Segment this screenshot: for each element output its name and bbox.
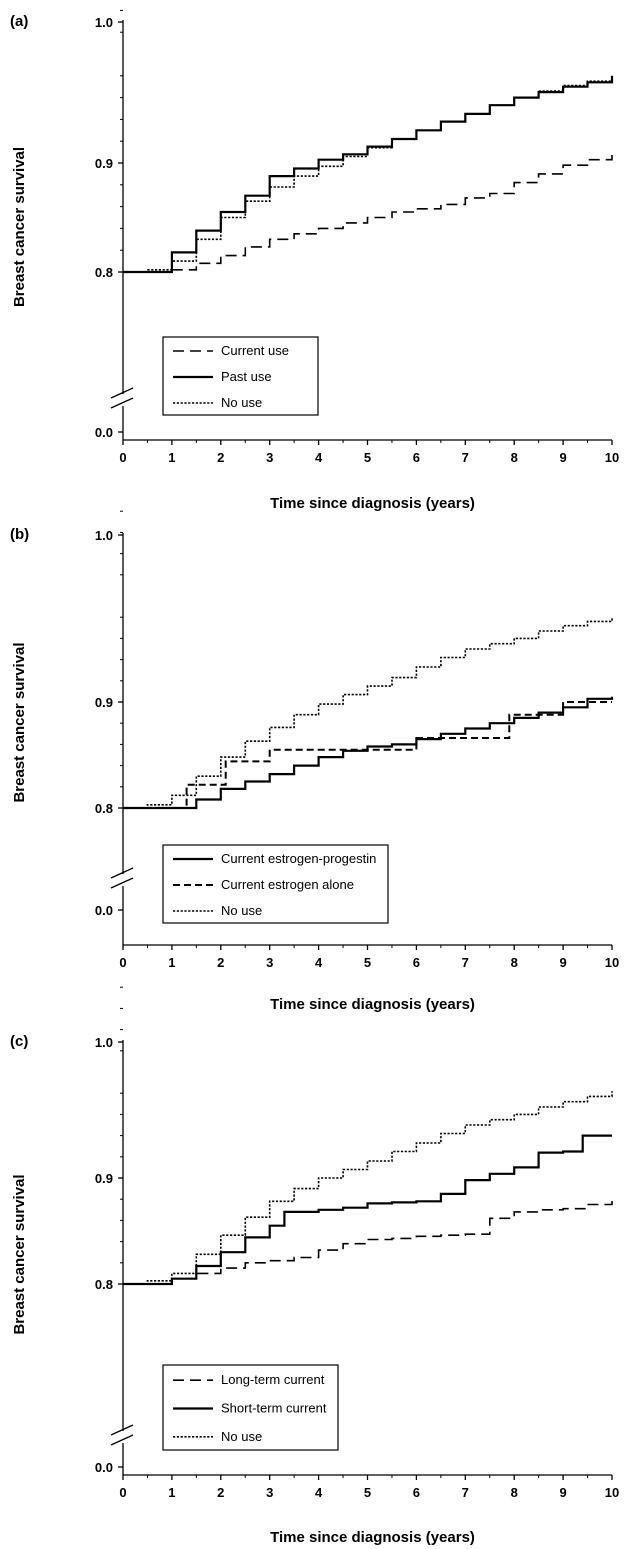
x-tick-label: 1 [168,955,175,970]
x-tick-label: 0 [119,450,126,465]
x-axis-title: Time since diagnosis (years) [270,996,475,1013]
panel-label: (c) [10,1033,28,1050]
axis-break-mark [110,1424,134,1436]
panel-label: (b) [10,526,29,543]
x-tick-label: 6 [413,450,420,465]
y-axis-title: Breast cancer survival [11,147,28,307]
series-line-3 [123,617,613,809]
x-tick-label: 0 [119,1485,126,1500]
axis-break-mark [110,1434,134,1446]
x-tick-label: 10 [605,955,619,970]
x-tick-label: 8 [511,1485,518,1500]
x-tick-label: 9 [559,1485,566,1500]
x-tick-label: 2 [217,1485,224,1500]
x-tick-label: 9 [559,450,566,465]
panel-label: (a) [10,13,28,30]
x-tick-label: 10 [605,1485,619,1500]
x-tick-label: 4 [315,450,323,465]
chart-panel-1: (a) Breast cancer survival 0.0 0.8 0.9 1.0 0 1 2… [10,9,619,512]
y-tick-label: 0.9 [95,695,113,710]
y-tick-label: 1.0 [95,1035,113,1050]
series-line-1 [123,154,613,273]
legend-label: No use [221,903,262,918]
x-tick-label: 3 [266,450,273,465]
y-tick-label: 0.8 [95,801,113,816]
x-tick-label: 5 [364,450,371,465]
x-tick-label: 2 [217,450,224,465]
y-tick-label: 0.0 [95,1460,113,1475]
x-tick-label: 1 [168,450,175,465]
y-tick-label: 0.9 [95,1171,113,1186]
x-tick-label: 2 [217,955,224,970]
legend-label: Current estrogen alone [221,877,354,892]
legend-label: Current use [221,343,289,358]
y-tick-label: 0.8 [95,1277,113,1292]
legend-label: Current estrogen-progestin [221,851,376,866]
legend-label: No use [221,395,262,410]
axis-break-mark [110,867,134,879]
x-tick-label: 9 [559,955,566,970]
series-line-2 [123,701,612,809]
axis-break-mark [110,387,134,399]
x-axis-title: Time since diagnosis (years) [270,1529,475,1546]
legend-box [162,1364,339,1451]
chart-panel-2: (b) Breast cancer survival 0.0 0.8 0.9 1.0 0 1 2… [10,510,619,1013]
axis-break-mark [110,877,134,889]
x-tick-label: 10 [605,450,619,465]
x-tick-label: 0 [119,955,126,970]
x-tick-label: 4 [315,955,323,970]
legend-label: Past use [221,369,272,384]
y-tick-label: 0.9 [95,156,113,171]
y-tick-label: 1.0 [95,15,113,30]
series-line-3 [123,1091,613,1285]
x-tick-label: 7 [462,450,469,465]
x-tick-label: 7 [462,1485,469,1500]
x-axis-title: Time since diagnosis (years) [270,495,475,512]
legend-label: Short-term current [221,1401,327,1416]
x-tick-label: 5 [364,955,371,970]
x-tick-label: 6 [413,1485,420,1500]
x-tick-label: 8 [511,955,518,970]
x-tick-label: 3 [266,955,273,970]
series-line-2 [123,1134,612,1286]
y-axis-title: Breast cancer survival [11,642,28,802]
axis-break-mark [110,397,134,409]
x-tick-label: 8 [511,450,518,465]
legend-label: No use [221,1429,262,1444]
legend-label: Long-term current [221,1372,325,1387]
x-tick-label: 3 [266,1485,273,1500]
y-tick-label: 0.8 [95,265,113,280]
series-line-3 [123,76,613,273]
chart-panel-3: (c) Breast cancer survival 0.0 0.8 0.9 1.0 0 1 2… [10,986,619,1546]
x-tick-label: 5 [364,1485,371,1500]
series-line-1 [123,1199,613,1285]
y-tick-label: 0.0 [95,903,113,918]
x-tick-label: 1 [168,1485,175,1500]
x-tick-label: 4 [315,1485,323,1500]
y-axis-title: Breast cancer survival [11,1174,28,1334]
x-tick-label: 7 [462,955,469,970]
y-tick-label: 0.0 [95,425,113,440]
x-tick-label: 6 [413,955,420,970]
y-tick-label: 1.0 [95,528,113,543]
series-line-1 [123,696,614,810]
